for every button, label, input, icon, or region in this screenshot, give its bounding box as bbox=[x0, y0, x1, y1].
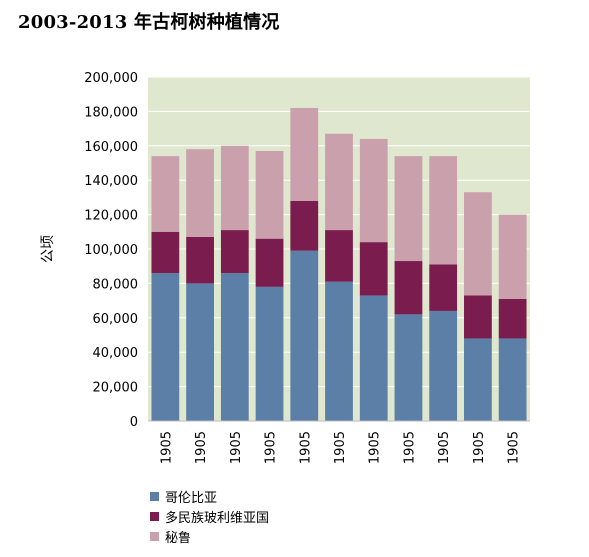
x-tick-label: 1905 bbox=[368, 431, 383, 464]
bar-segment-peru bbox=[498, 214, 527, 299]
y-tick-label: 180,000 bbox=[84, 105, 138, 120]
legend-swatch-peru bbox=[150, 531, 159, 541]
legend-item-bolivia: 多民族玻利维亚国 bbox=[150, 506, 269, 526]
x-tick-label: 1905 bbox=[298, 431, 313, 464]
legend-label-bolivia: 多民族玻利维亚国 bbox=[165, 510, 270, 526]
legend-item-colombia: 哥伦比亚 bbox=[150, 486, 269, 506]
bar-segment-peru bbox=[220, 145, 249, 231]
y-tick-label: 100,000 bbox=[84, 243, 138, 258]
y-tick-label: 20,000 bbox=[93, 381, 139, 396]
bar-segment-peru bbox=[290, 107, 319, 201]
bar-segment-bolivia bbox=[325, 230, 353, 282]
y-axis-label: 公顷 bbox=[40, 235, 56, 263]
legend-swatch-colombia bbox=[150, 491, 159, 501]
chart-title: 2003-2013 年古柯树种植情况 bbox=[18, 12, 280, 33]
legend-swatch-bolivia bbox=[150, 511, 159, 521]
bar-segment-peru bbox=[464, 192, 492, 296]
y-tick-label: 120,000 bbox=[84, 209, 138, 224]
y-tick-label: 60,000 bbox=[93, 312, 139, 327]
bar-segment-colombia bbox=[464, 338, 492, 421]
bar-segment-colombia bbox=[186, 283, 214, 421]
bar-segment-bolivia bbox=[394, 261, 423, 315]
bar-segment-peru bbox=[151, 156, 180, 232]
x-tick-label: 1905 bbox=[472, 431, 487, 464]
x-tick-label: 1905 bbox=[159, 431, 174, 464]
bar-segment-bolivia bbox=[290, 200, 319, 251]
bar-segment-peru bbox=[255, 150, 284, 239]
bar-segment-colombia bbox=[325, 281, 353, 421]
chart-legend: 哥伦比亚 多民族玻利维亚国 秘鲁 bbox=[150, 486, 269, 546]
bar-segment-peru bbox=[429, 156, 458, 265]
x-tick-label: 1905 bbox=[507, 431, 522, 464]
bar-segment-bolivia bbox=[220, 230, 249, 274]
bar-segment-colombia bbox=[498, 338, 527, 421]
bar-segment-colombia bbox=[220, 273, 249, 421]
bar-segment-bolivia bbox=[429, 264, 458, 311]
y-tick-label: 160,000 bbox=[84, 140, 138, 155]
x-tick-label: 1905 bbox=[333, 431, 348, 464]
bar-segment-colombia bbox=[359, 295, 388, 421]
y-tick-label: 140,000 bbox=[84, 174, 138, 189]
legend-item-peru: 秘鲁 bbox=[150, 526, 269, 546]
bar-segment-peru bbox=[186, 149, 214, 237]
y-tick-label: 200,000 bbox=[84, 71, 138, 86]
bar-segment-colombia bbox=[151, 273, 180, 421]
legend-label-colombia: 哥伦比亚 bbox=[165, 490, 218, 506]
y-tick-label: 0 bbox=[130, 415, 138, 430]
bar-segment-colombia bbox=[394, 314, 423, 421]
x-tick-label: 1905 bbox=[229, 431, 244, 464]
y-tick-label: 80,000 bbox=[93, 277, 139, 292]
bar-segment-bolivia bbox=[151, 231, 180, 274]
bar-segment-bolivia bbox=[359, 242, 388, 296]
bar-segment-bolivia bbox=[498, 298, 527, 339]
x-tick-label: 1905 bbox=[194, 431, 209, 464]
bar-segment-bolivia bbox=[186, 236, 214, 284]
y-tick-label: 40,000 bbox=[93, 346, 139, 361]
x-tick-label: 1905 bbox=[437, 431, 452, 464]
bar-segment-colombia bbox=[429, 310, 458, 421]
bar-segment-colombia bbox=[290, 250, 319, 421]
bar-segment-bolivia bbox=[255, 238, 284, 287]
bar-segment-peru bbox=[325, 133, 353, 231]
legend-label-peru: 秘鲁 bbox=[165, 530, 192, 546]
x-tick-label: 1905 bbox=[264, 431, 279, 464]
bar-segment-colombia bbox=[255, 286, 284, 421]
bar-segment-peru bbox=[394, 156, 423, 262]
bar-segment-bolivia bbox=[464, 295, 492, 339]
x-tick-label: 1905 bbox=[402, 431, 417, 464]
bar-segment-peru bbox=[359, 138, 388, 243]
